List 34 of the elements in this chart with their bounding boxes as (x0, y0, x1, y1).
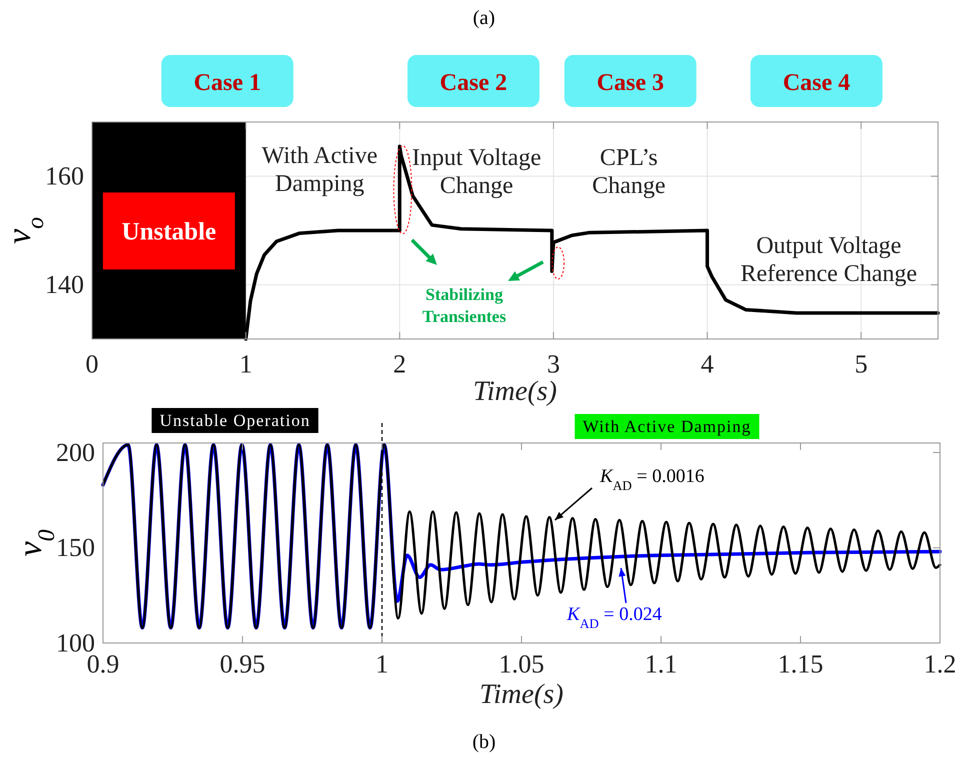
x-tick-label: 1 (376, 649, 388, 678)
annotation: Stabilizing Transientes (422, 285, 506, 326)
text: With Active Damping (582, 417, 752, 436)
text: Case 3 (596, 70, 664, 96)
text: Case 4 (782, 70, 850, 96)
x-tick-label: 1 (239, 349, 252, 378)
x-axis-title: Time(s) (473, 376, 557, 407)
x-tick-label: 0.95 (220, 649, 266, 678)
legend-label: K$_{AD}$ = 0.024 (566, 604, 662, 630)
text: (b) (472, 731, 496, 753)
x-tick-label: 4 (700, 349, 714, 378)
x-tick-label: 1.05 (498, 649, 544, 678)
y-tick-label: 140 (45, 270, 84, 300)
x-tick-label: 0 (86, 349, 98, 378)
text: Case 1 (194, 70, 262, 96)
x-tick-label: 1.1 (644, 649, 678, 678)
band-label: Unstable (122, 218, 216, 246)
x-axis-title: Time(s) (480, 679, 564, 710)
x-tick-label: 5 (854, 349, 868, 378)
x-tick-label: 3 (546, 349, 560, 378)
x-tick-label: 1.15 (778, 649, 824, 678)
y-tick-label: 200 (56, 438, 95, 467)
annotation: With Active Damping (262, 143, 378, 197)
y-tick-label: 150 (56, 533, 95, 562)
x-tick-label: 1.2 (924, 649, 956, 678)
annotation: CPL’s Change (592, 145, 666, 199)
text: Unstable Operation (160, 411, 310, 430)
chart-title: (a) (472, 7, 496, 29)
x-tick-label: 2 (393, 349, 406, 378)
y-tick-label: 160 (45, 162, 84, 191)
series-label: K$_{AD}$ = 0.0016 (599, 466, 704, 492)
text: Case 2 (440, 70, 508, 96)
annotation: Output Voltage Reference Change (740, 233, 918, 287)
annotation: Input Voltage Change (412, 145, 542, 199)
